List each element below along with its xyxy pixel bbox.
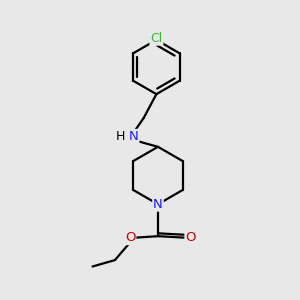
Text: O: O [125, 231, 136, 244]
Text: N: N [129, 130, 139, 143]
Text: N: N [153, 198, 163, 211]
Text: O: O [185, 231, 196, 244]
Text: Cl: Cl [150, 32, 163, 45]
Text: H: H [116, 130, 125, 143]
